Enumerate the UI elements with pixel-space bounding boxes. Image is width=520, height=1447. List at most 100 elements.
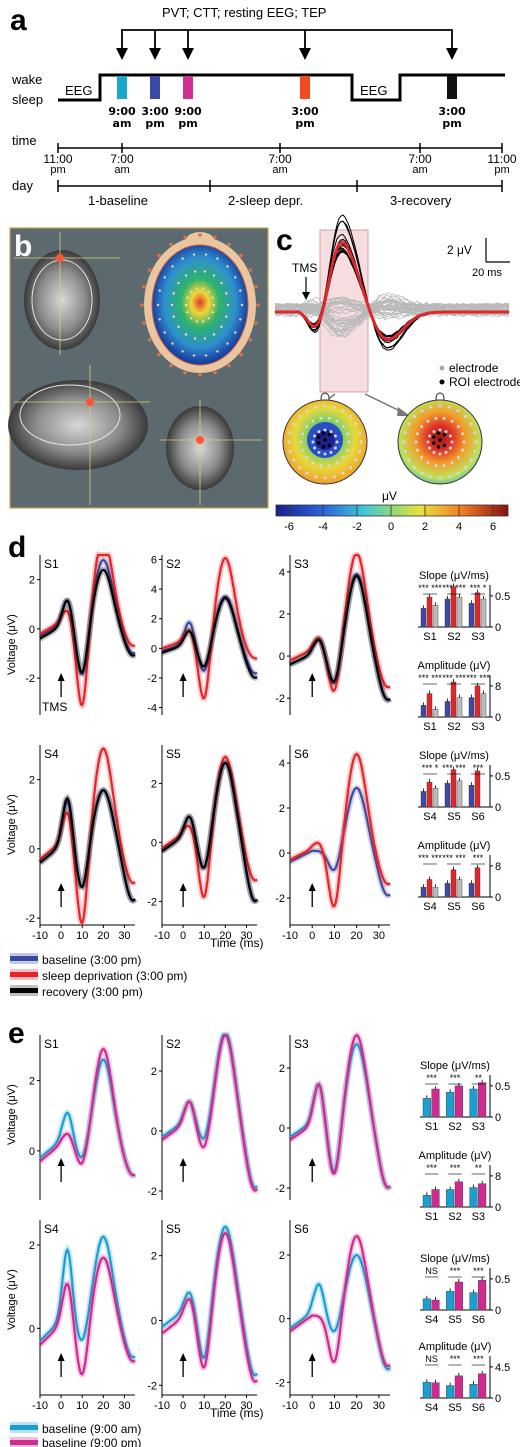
tep-butterfly-traces <box>274 214 510 351</box>
topo-electrode <box>311 440 315 444</box>
bar-tick-label: 0 <box>495 802 501 814</box>
bar <box>469 1187 478 1208</box>
y-tick-label: 0 <box>279 848 285 860</box>
y-tick-label: 4 <box>279 567 285 579</box>
tep-plot-S3: 2 0 -2 S3 <box>275 1031 393 1200</box>
topo-electrode <box>447 405 451 409</box>
x-tick-label: 0 <box>58 1400 64 1412</box>
bar-tick-label: 8 <box>495 1171 501 1183</box>
bar-group-label: S4 <box>425 1402 438 1414</box>
tep-mean-trace <box>161 596 258 679</box>
bar <box>454 1375 463 1399</box>
topo-electrode <box>341 455 345 459</box>
topo-electrode <box>311 419 315 423</box>
cap-electrode <box>142 285 146 289</box>
bar-group-label: S1 <box>425 1211 438 1223</box>
legend-baseline-3pm: baseline (3:00 pm) <box>42 953 141 967</box>
time-tick-period-1: am <box>114 164 129 176</box>
bar <box>426 781 433 808</box>
x-tick-label: 30 <box>373 1400 385 1412</box>
topo-electrode <box>473 431 477 435</box>
cap-electrode <box>163 331 166 334</box>
cap-electrode <box>239 289 242 292</box>
bar-significance: *** *** <box>466 673 490 683</box>
bar <box>431 1189 440 1208</box>
panel-a-timeline: a PVT; CTT; resting EEG; TEP wake sleep … <box>10 4 517 208</box>
bar <box>454 1085 463 1118</box>
y-tick-label: -4 <box>147 703 157 715</box>
topo-electrode <box>450 419 454 423</box>
topo-electrode <box>434 464 438 468</box>
tep-mean-trace <box>39 553 136 707</box>
bar-significance: NS <box>425 1266 438 1276</box>
bar <box>432 887 439 898</box>
bar-tick-label: 0.5 <box>495 771 510 783</box>
panel-e-ylabel-bottom: Voltage (μV) <box>6 1269 18 1330</box>
arrowheads <box>116 48 458 60</box>
y-tick-label: 2 <box>29 575 35 587</box>
x-tick-label: 0 <box>309 930 315 942</box>
coil-target-dot <box>56 254 64 262</box>
y-tick-label: -2 <box>275 1377 285 1389</box>
bar <box>444 883 451 898</box>
bar <box>422 1098 431 1118</box>
bar-group-label: S2 <box>448 1211 461 1223</box>
bar-significance: *** *** <box>442 853 466 863</box>
legend-recovery: recovery (3:00 pm) <box>42 985 143 999</box>
x-tick-label: 20 <box>219 1400 231 1412</box>
bar <box>432 605 439 628</box>
topo-electrode <box>323 428 327 432</box>
y-tick-label: 4 <box>151 584 157 596</box>
bar <box>478 1082 487 1118</box>
y-tick-label: 0 <box>151 1126 157 1138</box>
topo-electrode <box>444 450 448 454</box>
cap-electrode <box>212 303 216 307</box>
cap-electrode <box>169 363 173 368</box>
topo-electrode <box>354 422 358 426</box>
tep-ci-band <box>38 1056 137 1179</box>
electrode-trace <box>274 304 510 327</box>
topo-roi-electrode <box>327 432 332 437</box>
marker-bar-1 <box>150 76 160 99</box>
time-tick-period-2: am <box>272 164 287 176</box>
tep-mean-trace <box>39 568 136 674</box>
topo-electrode <box>323 404 327 408</box>
tep-plot-S1: 2 0 -2 S1 TMS <box>25 552 137 715</box>
x-tick-label: -10 <box>154 1400 170 1412</box>
cap-electrode <box>239 253 243 258</box>
bar-tick-label: 0.5 <box>495 1274 510 1286</box>
topo-electrode <box>323 452 327 456</box>
cap-electrode <box>204 354 208 357</box>
bar <box>446 1091 455 1118</box>
topo-electrode <box>332 405 336 409</box>
bar <box>431 1382 440 1399</box>
bar-title: Slope (μV/ms) <box>420 1060 490 1072</box>
panel-d-sleep-deprivation: d Voltage (μV) Voltage (μV) 20-2S1TMS642… <box>6 531 510 999</box>
mri-coronal-slice <box>24 250 100 350</box>
cap-electrode <box>220 281 223 285</box>
bar-tick-label: 0.5 <box>495 1081 510 1093</box>
bar-group-label: S5 <box>448 1314 461 1326</box>
bar-group-label: S1 <box>423 721 436 733</box>
topo-roi-electrode <box>431 441 436 445</box>
tms-arrowhead <box>308 673 316 681</box>
bar-significance: ** <box>475 1163 483 1173</box>
colorbar-tick-label-5: 4 <box>456 521 462 533</box>
y-tick-label: -2 <box>25 913 35 925</box>
topo-electrode <box>426 419 430 423</box>
cap-electrode <box>181 350 184 353</box>
y-tick-label: -2 <box>275 893 285 905</box>
bar-group-label: S1 <box>423 631 436 643</box>
topo-roi-electrode <box>431 435 436 439</box>
y-tick-label: 0 <box>29 624 35 636</box>
cap-electrode <box>184 303 188 307</box>
cap-electrode <box>212 333 216 336</box>
cap-electrode <box>226 342 229 345</box>
x-tick-label: 10 <box>198 1400 210 1412</box>
cap-electrode <box>203 337 207 340</box>
topo-electrode <box>329 430 333 434</box>
bar <box>474 592 481 628</box>
panel-e-xlabel: Time (ms) <box>210 1406 264 1420</box>
topo-electrode <box>438 476 442 480</box>
topo-electrode <box>413 465 417 469</box>
